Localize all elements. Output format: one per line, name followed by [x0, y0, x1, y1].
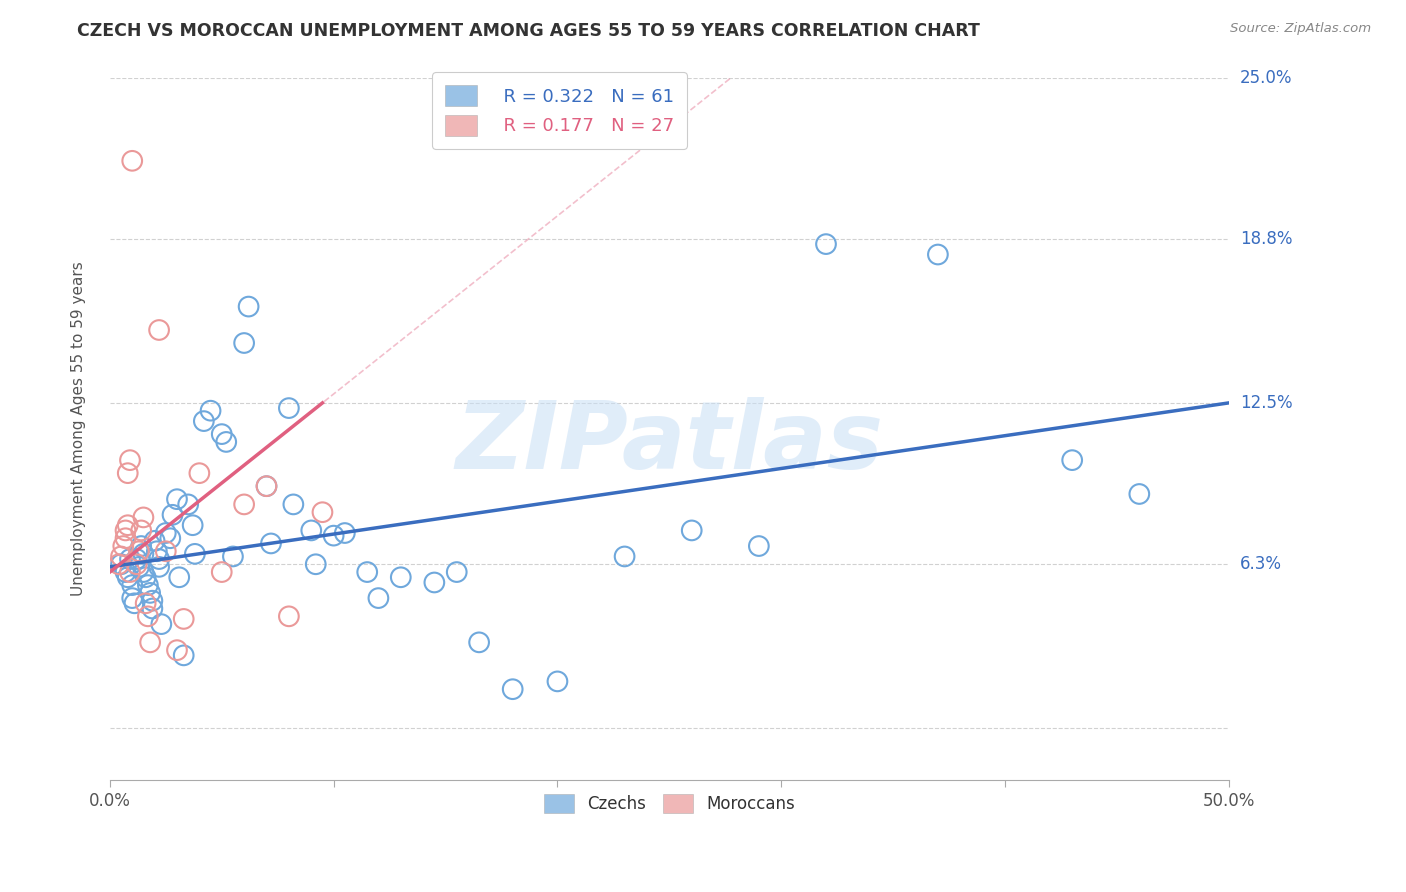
- Point: [136, 609, 159, 624]
- Text: 6.3%: 6.3%: [1240, 555, 1282, 574]
- Point: [502, 682, 524, 697]
- Point: [146, 544, 169, 558]
- Point: [141, 601, 163, 615]
- Point: [546, 674, 568, 689]
- Point: [166, 643, 188, 657]
- Text: 18.8%: 18.8%: [1240, 230, 1292, 248]
- Point: [143, 533, 166, 548]
- Text: CZECH VS MOROCCAN UNEMPLOYMENT AMONG AGES 55 TO 59 YEARS CORRELATION CHART: CZECH VS MOROCCAN UNEMPLOYMENT AMONG AGE…: [77, 22, 980, 40]
- Point: [468, 635, 491, 649]
- Point: [260, 536, 283, 550]
- Point: [132, 510, 155, 524]
- Point: [148, 559, 170, 574]
- Point: [129, 524, 152, 538]
- Text: Source: ZipAtlas.com: Source: ZipAtlas.com: [1230, 22, 1371, 36]
- Point: [121, 153, 143, 168]
- Point: [107, 558, 129, 572]
- Point: [1062, 453, 1084, 467]
- Point: [814, 237, 837, 252]
- Point: [446, 565, 468, 579]
- Point: [200, 403, 222, 417]
- Point: [423, 575, 446, 590]
- Point: [132, 565, 155, 579]
- Text: ZIPatlas: ZIPatlas: [456, 397, 883, 489]
- Point: [148, 552, 170, 566]
- Point: [136, 578, 159, 592]
- Point: [110, 549, 132, 564]
- Point: [139, 586, 162, 600]
- Point: [193, 414, 215, 428]
- Point: [114, 524, 136, 538]
- Point: [256, 479, 278, 493]
- Point: [299, 524, 322, 538]
- Point: [118, 565, 141, 579]
- Point: [211, 427, 233, 442]
- Point: [177, 497, 200, 511]
- Point: [132, 547, 155, 561]
- Point: [159, 531, 181, 545]
- Text: 12.5%: 12.5%: [1240, 394, 1292, 412]
- Point: [1128, 487, 1150, 501]
- Point: [181, 518, 204, 533]
- Point: [277, 609, 299, 624]
- Point: [367, 591, 389, 606]
- Point: [613, 549, 636, 564]
- Point: [215, 434, 238, 449]
- Point: [167, 570, 190, 584]
- Point: [121, 578, 143, 592]
- Point: [305, 558, 328, 572]
- Point: [748, 539, 770, 553]
- Point: [150, 617, 173, 632]
- Y-axis label: Unemployment Among Ages 55 to 59 years: Unemployment Among Ages 55 to 59 years: [72, 261, 86, 596]
- Point: [112, 539, 135, 553]
- Point: [114, 531, 136, 545]
- Point: [155, 544, 177, 558]
- Point: [139, 635, 162, 649]
- Point: [233, 497, 256, 511]
- Point: [110, 558, 132, 572]
- Point: [135, 570, 157, 584]
- Point: [322, 528, 344, 542]
- Point: [283, 497, 305, 511]
- Point: [173, 612, 195, 626]
- Point: [125, 552, 148, 566]
- Point: [162, 508, 184, 522]
- Point: [233, 336, 256, 351]
- Point: [117, 518, 139, 533]
- Point: [118, 552, 141, 566]
- Point: [125, 558, 148, 572]
- Point: [135, 596, 157, 610]
- Point: [128, 559, 150, 574]
- Point: [141, 593, 163, 607]
- Point: [117, 570, 139, 584]
- Point: [121, 591, 143, 606]
- Point: [277, 401, 299, 415]
- Point: [927, 247, 949, 261]
- Text: 25.0%: 25.0%: [1240, 69, 1292, 87]
- Point: [184, 547, 207, 561]
- Point: [389, 570, 412, 584]
- Point: [256, 479, 278, 493]
- Point: [211, 565, 233, 579]
- Point: [188, 466, 211, 480]
- Point: [311, 505, 333, 519]
- Point: [173, 648, 195, 663]
- Point: [681, 524, 703, 538]
- Point: [148, 323, 170, 337]
- Point: [124, 596, 146, 610]
- Point: [222, 549, 245, 564]
- Point: [356, 565, 378, 579]
- Point: [333, 526, 356, 541]
- Point: [118, 453, 141, 467]
- Point: [129, 539, 152, 553]
- Point: [128, 544, 150, 558]
- Point: [166, 492, 188, 507]
- Point: [117, 466, 139, 480]
- Point: [114, 565, 136, 579]
- Legend: Czechs, Moroccans: Czechs, Moroccans: [533, 782, 807, 825]
- Point: [155, 526, 177, 541]
- Point: [238, 300, 260, 314]
